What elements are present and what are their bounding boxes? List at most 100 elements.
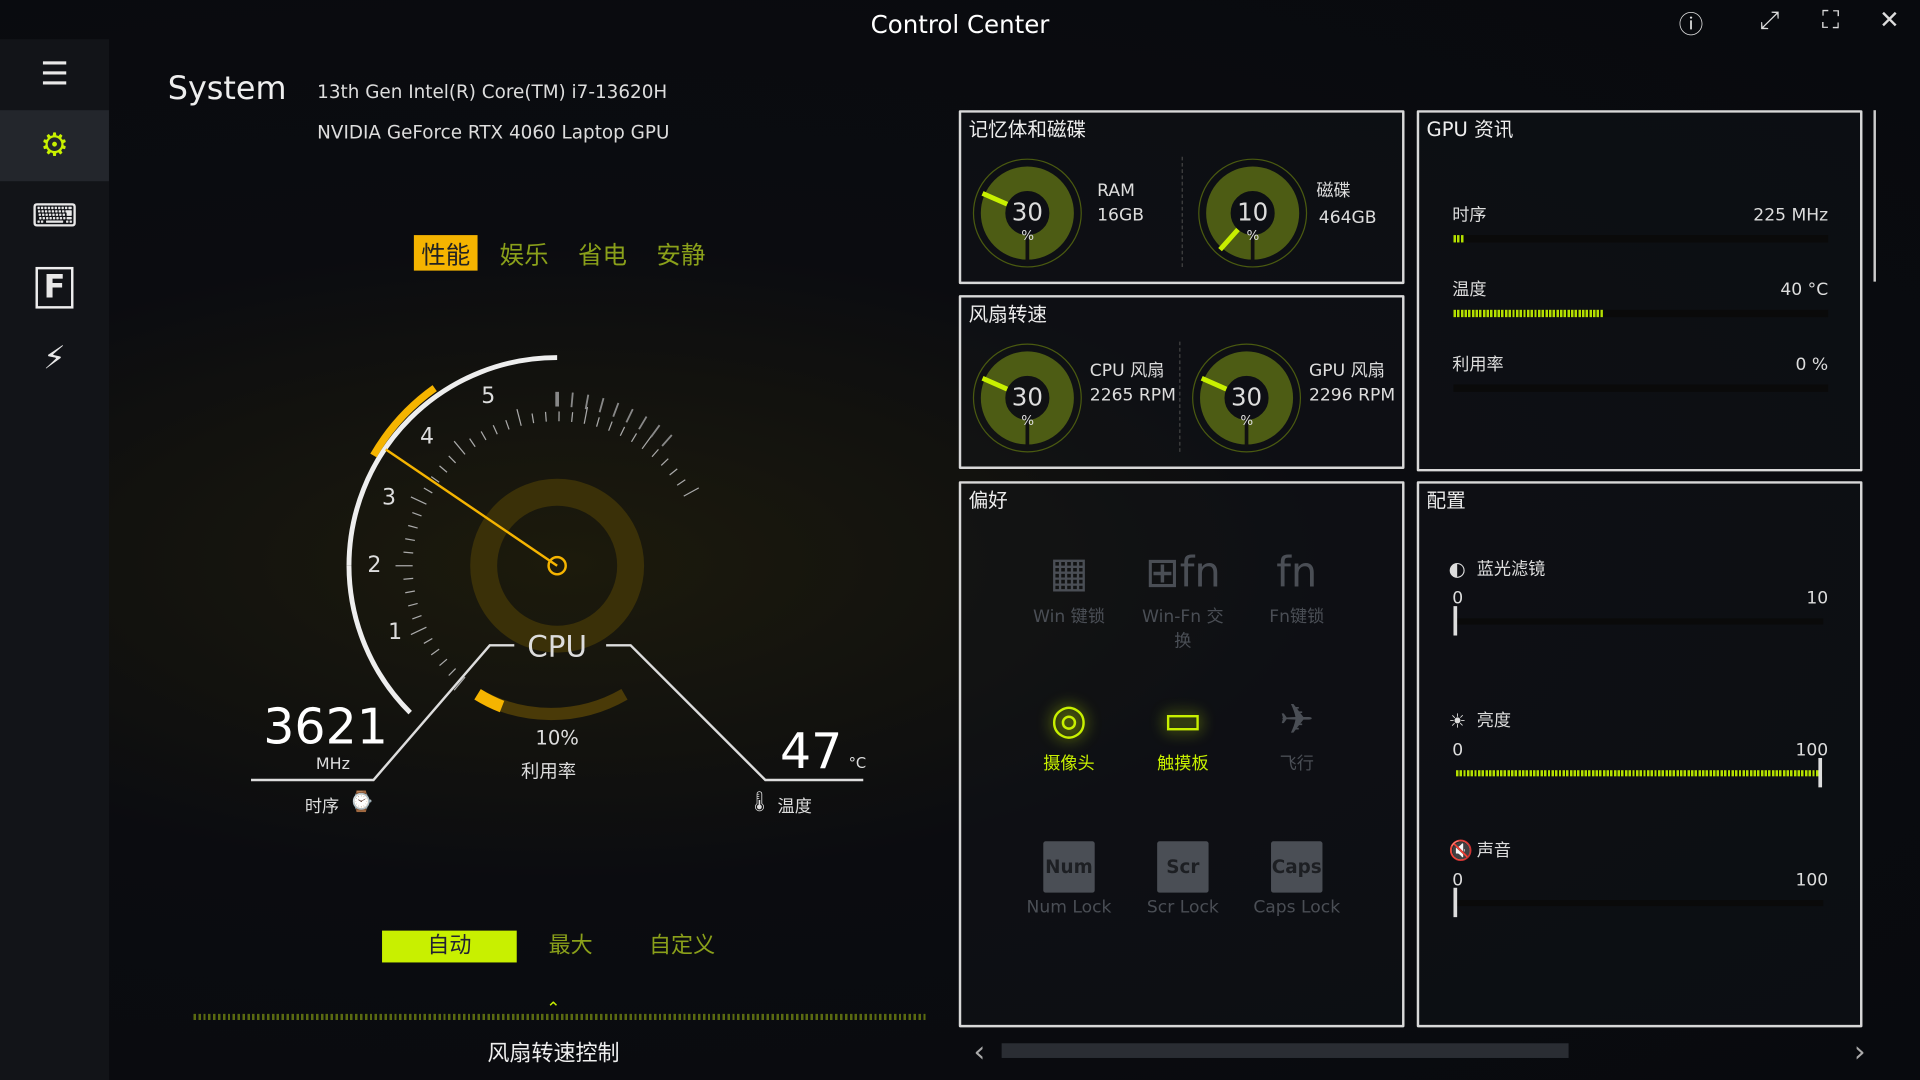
cpu-fan-label: CPU 风扇: [1089, 361, 1165, 381]
slider-min: 0: [1452, 740, 1464, 761]
mode-performance[interactable]: 性能: [413, 235, 478, 271]
close-icon[interactable]: ✕: [1879, 4, 1900, 35]
gauge-highlight: [370, 385, 437, 458]
pref-toggle[interactable]: ⊞fn Win-Fn 交换: [1134, 542, 1232, 652]
keyboard-icon: ⌨: [31, 198, 78, 236]
gauge-arc: [346, 355, 558, 566]
gauge-tick: [676, 479, 686, 486]
disk-label: 磁碟: [1316, 181, 1351, 201]
airplane-icon: ✈: [1279, 695, 1315, 745]
slider-label: 亮度: [1476, 711, 1512, 732]
touchpad-icon: ▭: [1163, 695, 1203, 745]
gauge-inner-ring: [470, 478, 645, 653]
gauge-tick: [423, 637, 433, 644]
slider-track[interactable]: [1455, 900, 1824, 907]
gauge-tick: [516, 409, 522, 426]
sidebar-item-fkey[interactable]: F: [0, 252, 109, 323]
gauge-tick: [439, 658, 448, 667]
gauge-tick: [571, 412, 574, 423]
disk-dial: [1196, 157, 1309, 275]
gpu-row-value: 0 %: [1795, 355, 1829, 375]
window-title: Control Center: [870, 9, 1050, 40]
pref-toggle[interactable]: Num Num Lock: [1020, 836, 1118, 917]
sidebar-item-battery[interactable]: ⚡: [0, 323, 109, 394]
fn-lock-icon: fn: [1276, 548, 1318, 598]
cpu-fan-rpm: 2265 RPM: [1089, 385, 1176, 406]
slider-thumb[interactable]: [1453, 606, 1458, 636]
pref-label: Caps Lock: [1253, 897, 1341, 918]
chevron-up-icon[interactable]: ⌃: [546, 999, 561, 1019]
fan-auto-button[interactable]: 自动: [382, 930, 517, 963]
disk-percent: 10: [1237, 197, 1269, 227]
panel-title: 风扇转速: [968, 302, 1047, 326]
info-icon[interactable]: ⓘ: [1678, 9, 1704, 40]
gpu-row-value: 225 MHz: [1753, 205, 1829, 226]
slider-track[interactable]: [1455, 770, 1824, 777]
gauge-tick: [630, 433, 638, 443]
usage-value: 10%: [535, 726, 579, 750]
ram-dial: [971, 157, 1084, 275]
sidebar-item-system[interactable]: ⚙: [0, 110, 109, 182]
temp-label: 温度: [777, 797, 812, 817]
tick-label: 5: [481, 384, 495, 409]
cpu-fan-percent: 30: [1011, 382, 1043, 412]
gauge-tick: [439, 465, 448, 473]
gauge-tick: [505, 420, 510, 430]
mode-quiet[interactable]: 安静: [656, 240, 706, 270]
slider-thumb[interactable]: [1453, 887, 1458, 918]
fan-custom-button[interactable]: 自定义: [648, 933, 716, 959]
fullscreen-icon[interactable]: ⛶: [1822, 4, 1840, 35]
mode-entertainment[interactable]: 娱乐: [499, 240, 549, 270]
slider-min: 0: [1452, 588, 1464, 609]
gpu-fan-rpm: 2296 RPM: [1308, 385, 1396, 406]
usage-label: 利用率: [521, 760, 577, 783]
gauge-tick: [408, 602, 418, 607]
fan-max-button[interactable]: 最大: [548, 933, 593, 959]
disk-percent-unit: %: [1246, 227, 1260, 244]
pref-toggle[interactable]: ▦ Win 键锁: [1020, 542, 1118, 628]
restore-icon[interactable]: ⤢: [1759, 4, 1780, 35]
panel-title: 记忆体和磁碟: [968, 117, 1087, 141]
panel-title: 偏好: [968, 488, 1008, 512]
gauge-tick: [641, 434, 653, 450]
gauge-tick: [619, 426, 626, 437]
gauge-tick: [410, 626, 427, 636]
gauge-tick: [412, 614, 422, 620]
pref-toggle[interactable]: fn Fn键锁: [1248, 542, 1346, 628]
gauge-tick: [598, 397, 605, 413]
pref-label: Num Lock: [1026, 897, 1112, 918]
horizontal-scrollbar[interactable]: [1001, 1043, 1569, 1058]
brightness-icon: ☀: [1448, 708, 1467, 733]
gpu-name: NVIDIA GeForce RTX 4060 Laptop GPU: [317, 121, 670, 144]
gauge-tick: [403, 577, 414, 580]
pref-toggle[interactable]: ▭ 触摸板: [1134, 689, 1232, 775]
blue-light-icon: ◐: [1448, 557, 1466, 581]
memory-disk-panel: 记忆体和磁碟 30 % RAM 16GB 10 % 磁碟 464GB: [958, 110, 1405, 285]
menu-icon[interactable]: ☰: [40, 56, 69, 94]
slider-max: 100: [1795, 740, 1829, 761]
scroll-right-icon[interactable]: ›: [1853, 1034, 1866, 1069]
dial-needle: [1200, 376, 1228, 392]
slider-track[interactable]: [1455, 618, 1824, 625]
pref-toggle[interactable]: ◎ 摄像头: [1020, 689, 1118, 775]
mode-power-save[interactable]: 省电: [577, 240, 627, 270]
slider-thumb[interactable]: [1818, 757, 1823, 788]
pref-toggle[interactable]: ✈ 飞行: [1248, 689, 1346, 775]
clock-value: 3621: [263, 699, 388, 756]
pref-toggle[interactable]: Scr Scr Lock: [1134, 836, 1232, 917]
gauge-tick: [480, 431, 487, 441]
gauge-tick: [669, 468, 678, 476]
side-panel-edge[interactable]: [1873, 110, 1888, 282]
sidebar-item-keyboard[interactable]: ⌨: [0, 181, 109, 252]
ram-label: RAM: [1097, 181, 1135, 201]
win-fn-swap-icon: ⊞fn: [1144, 548, 1221, 598]
gauge-needle: [385, 448, 558, 567]
gauge-tick: [403, 551, 414, 554]
fan-control-label: 风扇转速控制: [487, 1040, 620, 1067]
scroll-left-icon[interactable]: ‹: [973, 1034, 986, 1069]
tick-label: 1: [388, 620, 402, 645]
gauge-tick: [430, 476, 440, 483]
pref-toggle[interactable]: Caps Caps Lock: [1248, 836, 1346, 917]
gauge-tick: [448, 455, 457, 464]
